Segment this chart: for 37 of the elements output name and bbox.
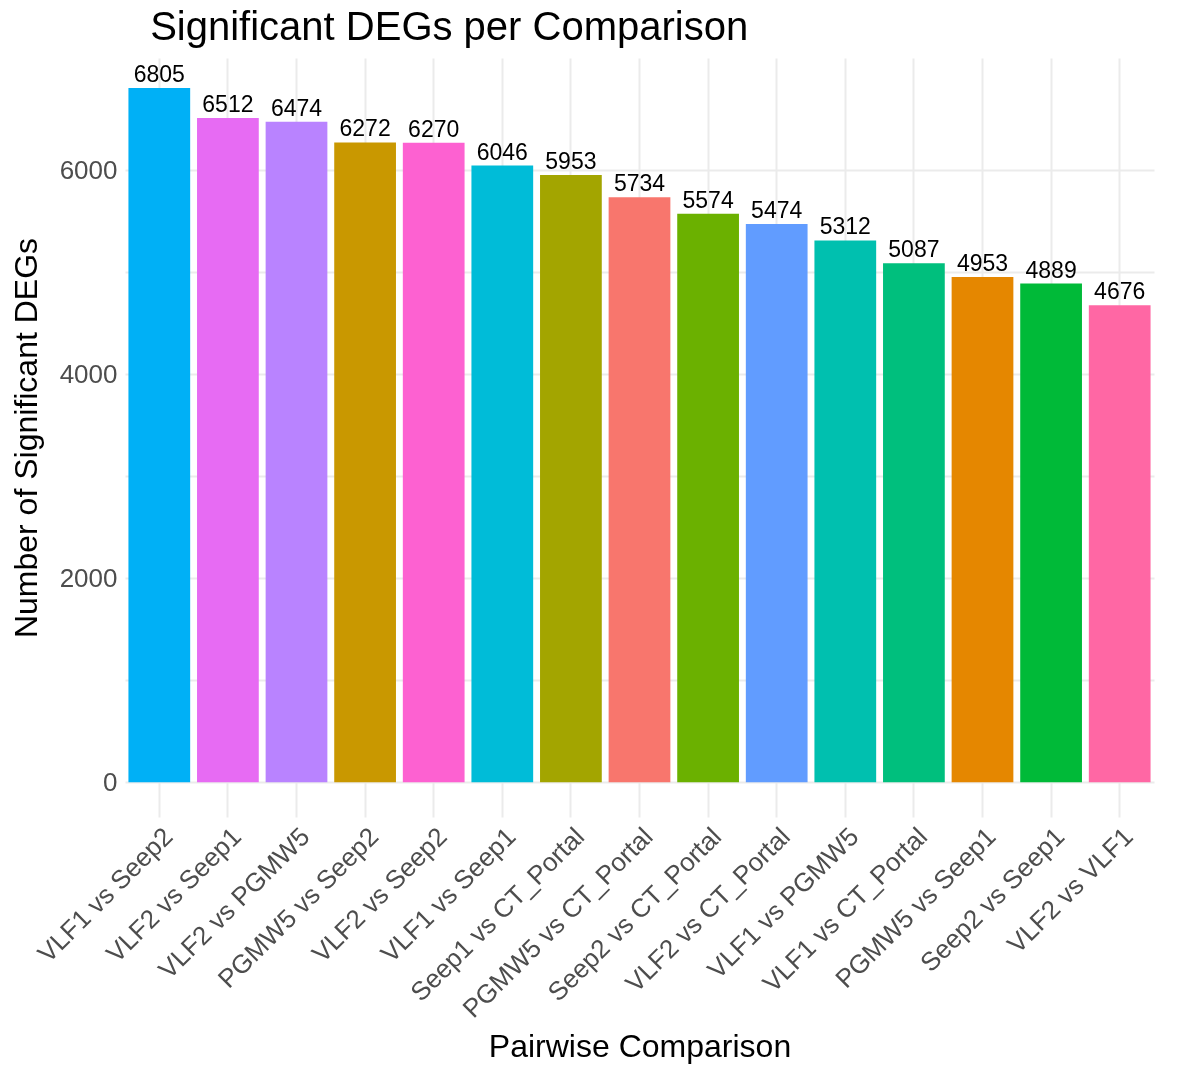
y-axis-title: Number of Significant DEGs (7, 237, 44, 639)
bar (814, 240, 877, 783)
bar (677, 213, 739, 783)
data-label: 5953 (545, 148, 597, 175)
bar (128, 88, 191, 783)
x-axis-title: Pairwise Comparison (488, 1027, 792, 1064)
bar (197, 117, 259, 783)
data-label: 4676 (1094, 278, 1146, 305)
bar (1020, 283, 1082, 783)
y-tick-label: 6000 (59, 154, 118, 185)
data-label: 6805 (133, 61, 185, 88)
data-label: 5474 (751, 196, 803, 223)
data-label: 4889 (1025, 256, 1077, 283)
bar (883, 263, 945, 783)
bar (265, 121, 328, 783)
bar (745, 223, 808, 783)
data-label: 6272 (339, 115, 391, 142)
bar (334, 142, 396, 783)
data-label: 6474 (270, 94, 323, 121)
data-label: 6270 (408, 115, 460, 142)
bar (402, 142, 465, 783)
data-label: 5087 (888, 236, 940, 263)
y-tick-label: 4000 (59, 358, 118, 389)
chart-title: Significant DEGs per Comparison (150, 4, 749, 48)
data-label: 5312 (819, 213, 871, 240)
bar (1088, 305, 1151, 783)
y-tick-label: 0 (103, 766, 118, 797)
data-label: 5574 (682, 186, 734, 213)
y-tick-label: 2000 (59, 562, 118, 593)
bar (471, 165, 534, 783)
data-label: 6512 (202, 90, 254, 117)
data-label: 4953 (956, 250, 1009, 277)
data-label: 6046 (476, 138, 528, 165)
bar (608, 197, 671, 783)
data-label: 5734 (613, 170, 666, 197)
bar (540, 175, 602, 783)
bar (951, 277, 1014, 783)
